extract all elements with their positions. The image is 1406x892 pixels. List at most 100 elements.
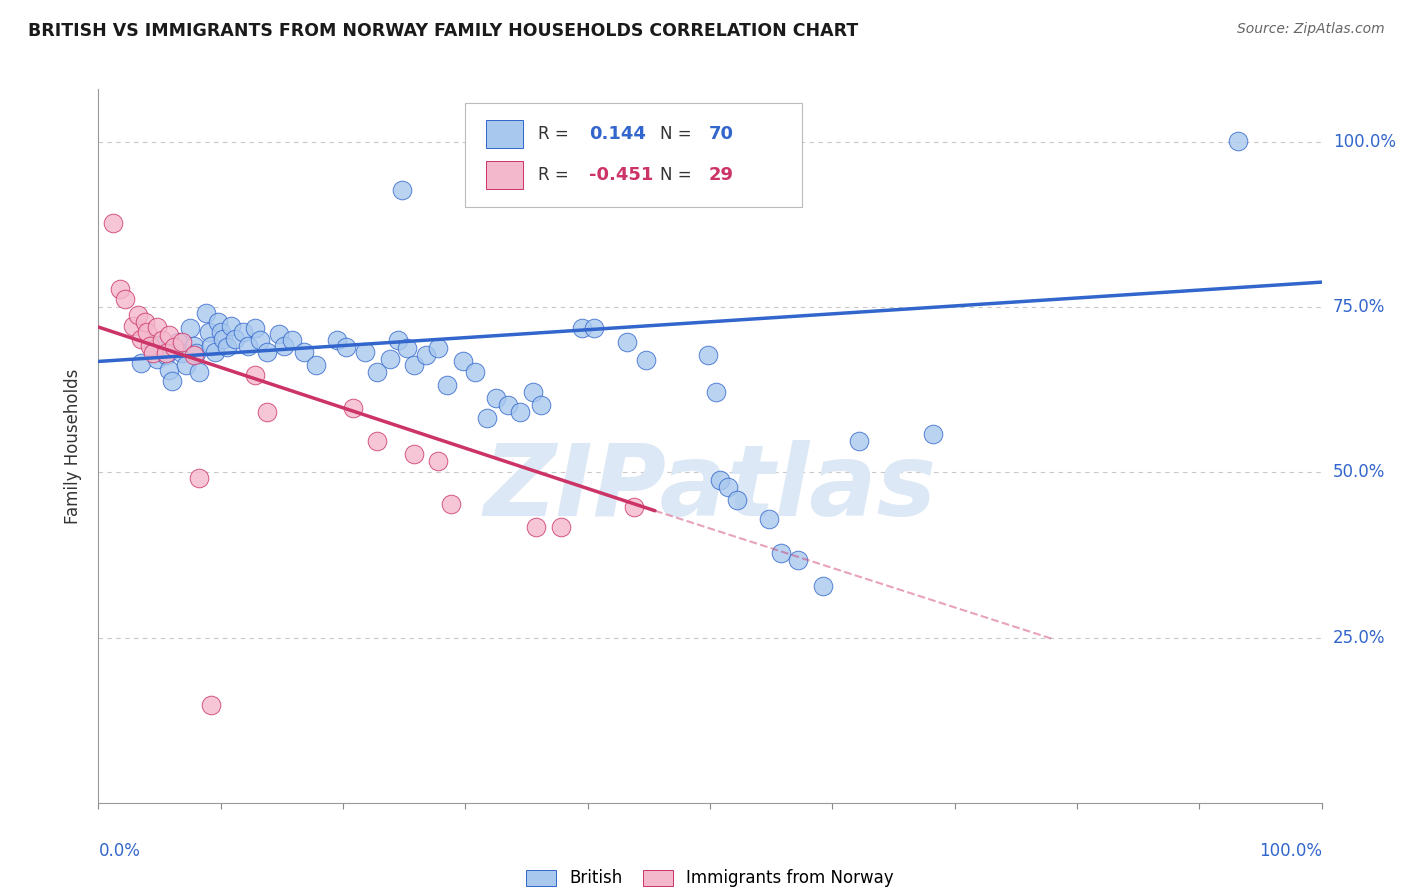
Point bbox=[142, 346, 165, 360]
Point bbox=[378, 351, 401, 366]
Text: N =: N = bbox=[659, 125, 697, 143]
Point bbox=[292, 345, 315, 359]
Point bbox=[522, 384, 544, 399]
Point bbox=[176, 359, 198, 373]
Point bbox=[427, 341, 450, 355]
Point bbox=[273, 338, 295, 352]
Text: 25.0%: 25.0% bbox=[1333, 629, 1385, 647]
Point bbox=[139, 338, 162, 352]
Point bbox=[269, 326, 291, 341]
Point bbox=[848, 434, 870, 448]
Point bbox=[129, 332, 152, 346]
Point bbox=[395, 341, 418, 355]
Point bbox=[155, 346, 177, 360]
Text: 0.0%: 0.0% bbox=[98, 842, 141, 860]
Point bbox=[451, 354, 474, 368]
Bar bbox=[486, 120, 523, 148]
Point bbox=[114, 293, 136, 307]
Point bbox=[187, 365, 209, 379]
Point bbox=[207, 315, 229, 329]
Point bbox=[142, 336, 165, 351]
Point bbox=[464, 365, 486, 379]
Point bbox=[787, 552, 810, 566]
Point bbox=[224, 332, 246, 346]
Point bbox=[183, 338, 205, 352]
Point bbox=[387, 333, 409, 347]
Point bbox=[725, 493, 748, 508]
Point bbox=[200, 698, 222, 712]
Point bbox=[232, 326, 254, 340]
Point bbox=[163, 340, 186, 354]
Point bbox=[704, 384, 727, 399]
Text: Source: ZipAtlas.com: Source: ZipAtlas.com bbox=[1237, 22, 1385, 37]
Text: 50.0%: 50.0% bbox=[1333, 464, 1385, 482]
Point bbox=[717, 480, 740, 494]
Point bbox=[335, 340, 357, 354]
Point bbox=[187, 471, 209, 485]
Point bbox=[354, 345, 377, 359]
Point bbox=[236, 338, 259, 352]
Point bbox=[243, 321, 266, 335]
Point bbox=[170, 334, 193, 349]
Point bbox=[212, 332, 235, 346]
Point bbox=[509, 404, 531, 418]
Text: N =: N = bbox=[659, 166, 697, 184]
Point bbox=[921, 427, 943, 442]
Point bbox=[440, 497, 463, 511]
Point bbox=[709, 474, 731, 488]
Point bbox=[524, 519, 547, 533]
Point bbox=[150, 333, 173, 347]
Point bbox=[209, 326, 232, 340]
Point bbox=[1227, 134, 1250, 148]
Point bbox=[186, 346, 208, 360]
Point bbox=[179, 321, 201, 335]
Point bbox=[623, 500, 645, 514]
Point bbox=[204, 345, 226, 359]
Point bbox=[436, 378, 458, 392]
Text: 75.0%: 75.0% bbox=[1333, 298, 1385, 317]
FancyBboxPatch shape bbox=[465, 103, 801, 207]
Point bbox=[366, 434, 388, 448]
Point bbox=[326, 333, 349, 347]
Text: 100.0%: 100.0% bbox=[1333, 133, 1396, 151]
Point bbox=[219, 318, 242, 333]
Point bbox=[415, 348, 437, 362]
Point bbox=[183, 348, 205, 362]
Point bbox=[160, 374, 183, 388]
Text: 0.144: 0.144 bbox=[589, 125, 645, 143]
Point bbox=[110, 282, 132, 296]
Point bbox=[571, 321, 593, 335]
Point bbox=[256, 345, 278, 359]
Point bbox=[391, 183, 413, 197]
Text: ZIPatlas: ZIPatlas bbox=[484, 441, 936, 537]
Point bbox=[427, 453, 450, 467]
Point bbox=[582, 321, 605, 335]
Point bbox=[636, 353, 658, 368]
Text: -0.451: -0.451 bbox=[589, 166, 654, 184]
Point bbox=[342, 401, 364, 415]
Point bbox=[121, 318, 143, 333]
Text: 29: 29 bbox=[709, 166, 734, 184]
Point bbox=[402, 359, 425, 373]
Point bbox=[243, 368, 266, 382]
Y-axis label: Family Households: Family Households bbox=[65, 368, 83, 524]
Point bbox=[215, 340, 238, 354]
Text: BRITISH VS IMMIGRANTS FROM NORWAY FAMILY HOUSEHOLDS CORRELATION CHART: BRITISH VS IMMIGRANTS FROM NORWAY FAMILY… bbox=[28, 22, 859, 40]
Point bbox=[811, 579, 834, 593]
Point bbox=[256, 404, 278, 418]
Point bbox=[101, 216, 124, 230]
Point bbox=[157, 328, 180, 343]
Text: 100.0%: 100.0% bbox=[1258, 842, 1322, 860]
Point bbox=[197, 326, 219, 340]
Point bbox=[200, 338, 222, 352]
Point bbox=[167, 334, 190, 349]
Point bbox=[758, 511, 780, 525]
Point bbox=[146, 320, 169, 334]
Point bbox=[550, 519, 572, 533]
Point bbox=[366, 365, 388, 379]
Point bbox=[155, 348, 177, 362]
Legend: British, Immigrants from Norway: British, Immigrants from Norway bbox=[526, 869, 894, 888]
Point bbox=[769, 546, 792, 560]
Point bbox=[127, 308, 149, 322]
Text: 70: 70 bbox=[709, 125, 734, 143]
